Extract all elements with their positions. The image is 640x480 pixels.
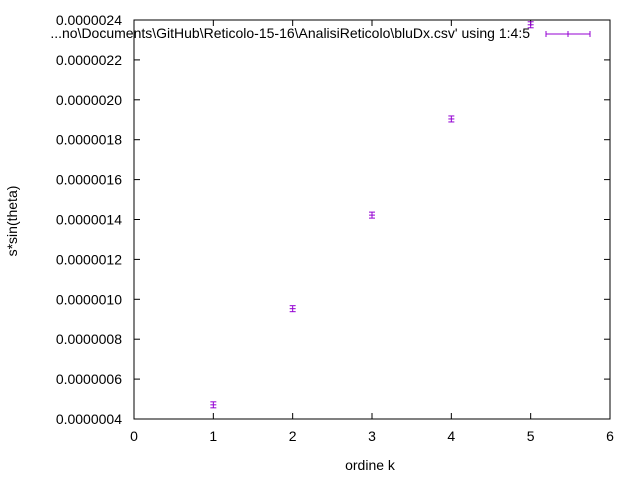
x-tick-label: 6 xyxy=(606,428,614,444)
x-tick-label: 3 xyxy=(368,428,376,444)
y-tick-label: 0.0000004 xyxy=(56,411,122,427)
x-axis-label: ordine k xyxy=(345,457,396,473)
y-axis-label: s*sin(theta) xyxy=(4,186,20,257)
data-point xyxy=(527,21,534,29)
y-tick-labels: 0.0000004 0.0000006 0.0000008 0.0000010 0.00… xyxy=(56,12,122,427)
y-tick-label: 0.0000018 xyxy=(56,132,122,148)
y-tick-label: 0.0000024 xyxy=(56,12,122,28)
y-tick-label: 0.0000012 xyxy=(56,251,122,267)
y-tick-label: 0.0000008 xyxy=(56,331,122,347)
data-points xyxy=(210,21,534,409)
y-tick-label: 0.0000014 xyxy=(56,212,122,228)
legend-series-label: ...no\Documents\GitHub\Reticolo-15-16\An… xyxy=(50,25,530,41)
y-tick-label: 0.0000020 xyxy=(56,92,122,108)
x-tick-label: 2 xyxy=(289,428,297,444)
data-point xyxy=(289,305,296,313)
plot-frame xyxy=(133,19,611,420)
x-tick-label: 0 xyxy=(130,428,138,444)
axis-ticks xyxy=(133,19,611,420)
legend: ...no\Documents\GitHub\Reticolo-15-16\An… xyxy=(50,25,591,41)
data-point xyxy=(448,115,455,123)
x-tick-label: 1 xyxy=(209,428,217,444)
data-point xyxy=(369,211,375,219)
y-tick-label: 0.0000022 xyxy=(56,52,122,68)
x-tick-label: 4 xyxy=(447,428,455,444)
x-tick-label: 5 xyxy=(527,428,535,444)
x-tick-labels: 0 1 2 3 4 5 6 xyxy=(130,428,614,444)
y-tick-label: 0.0000010 xyxy=(56,291,122,307)
y-tick-label: 0.0000016 xyxy=(56,172,122,188)
y-tick-label: 0.0000006 xyxy=(56,371,122,387)
data-point xyxy=(210,401,217,409)
